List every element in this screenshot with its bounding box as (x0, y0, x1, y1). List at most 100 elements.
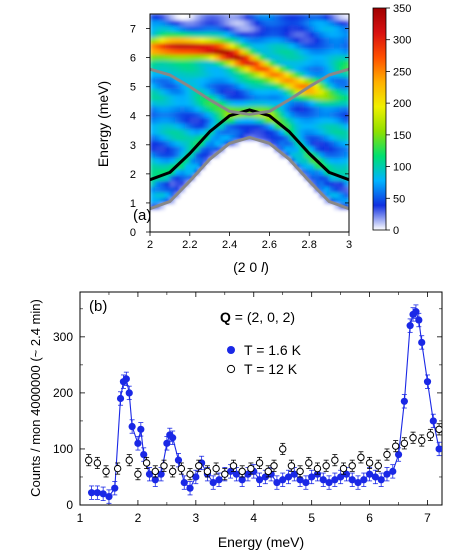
colorbar-tick-label: 50 (393, 193, 405, 205)
heatmap-cell (194, 191, 201, 199)
data-point-1p6K (429, 417, 437, 425)
heatmap-cell (344, 100, 349, 107)
heatmap-cell (339, 140, 345, 147)
heatmap-cell (219, 226, 226, 232)
heatmap-cell (169, 77, 176, 84)
heatmap-cell (194, 31, 201, 38)
heatmap-cell (239, 105, 246, 113)
heatmap-cell (274, 220, 280, 227)
heatmap-cell (309, 117, 315, 124)
data-point-1p6K (389, 467, 397, 475)
heatmap-cell (339, 151, 345, 159)
heatmap-cell (289, 100, 295, 107)
heatmap-cell (199, 77, 206, 84)
heatmap-cell (204, 145, 211, 153)
heatmap-cell (194, 14, 201, 21)
heatmap-cell (194, 94, 201, 101)
heatmap-cell (174, 134, 181, 141)
heatmap-cell (209, 77, 216, 84)
heatmap-cell (154, 186, 161, 193)
heatmap-cell (344, 140, 349, 147)
heatmap-cell (199, 140, 206, 147)
heatmap-cell (234, 180, 241, 187)
heatmap-cell (264, 191, 270, 199)
heatmap-cell (269, 134, 275, 141)
heatmap-cell (229, 180, 236, 187)
data-point-1p6K (145, 470, 154, 478)
heatmap-cell (224, 203, 231, 210)
data-point-1p6K (348, 476, 356, 484)
heatmap-cell (219, 168, 226, 176)
heatmap-cell (199, 123, 206, 130)
heatmap-cell (249, 88, 256, 95)
heatmap-cell (214, 220, 221, 227)
heatmap-cell (274, 174, 280, 181)
heatmap-cell (189, 111, 196, 118)
heatmap-cell (339, 48, 345, 55)
heatmap-cell (244, 14, 251, 21)
heatmap-cell (174, 151, 181, 159)
heatmap-cell (264, 128, 270, 136)
heatmap-cell (219, 77, 226, 84)
heatmap-cell (204, 163, 211, 170)
heatmap-cell (274, 203, 280, 210)
heatmap-cell (274, 209, 280, 216)
heatmap-cell (199, 105, 206, 113)
heatmap-cell (199, 145, 206, 153)
heatmap-cell (259, 220, 266, 227)
heatmap-cell (304, 77, 310, 84)
heatmap-cell (239, 48, 246, 55)
heatmap-cell (299, 48, 305, 55)
heatmap-cell (339, 19, 345, 27)
heatmap-cell (214, 157, 221, 164)
heatmap-cell (159, 82, 166, 90)
heatmap-cell (229, 134, 236, 141)
heatmap-cell (189, 209, 196, 216)
heatmap-cell (264, 117, 270, 124)
heatmap-cell (304, 203, 310, 210)
x-tick-label: 3 (346, 239, 352, 251)
data-point-12K (270, 462, 278, 470)
heatmap-cell (264, 54, 270, 61)
heatmap-cell (274, 71, 280, 78)
heatmap-cell (334, 77, 340, 84)
heatmap-cell (199, 117, 206, 124)
heatmap-cell (174, 19, 181, 27)
data-point-12K (435, 425, 442, 434)
heatmap-cell (234, 19, 241, 27)
heatmap-cell (259, 214, 266, 222)
data-point-1p6K (169, 434, 177, 442)
heatmap-cell (304, 88, 310, 95)
data-point-1p6K (99, 490, 107, 498)
heatmap-cell (309, 65, 315, 72)
heatmap-cell (249, 140, 256, 147)
heatmap-cell (309, 203, 315, 210)
heatmap-cell (319, 100, 325, 107)
heatmap-cell (299, 19, 305, 27)
heatmap-cell (159, 100, 166, 107)
heatmap-cell (234, 42, 241, 50)
data-point-12K (391, 442, 400, 450)
heatmap-cell (274, 123, 280, 130)
heatmap-cell (274, 31, 280, 38)
heatmap-cell (150, 128, 156, 136)
black-dispersion-curve (150, 108, 349, 182)
heatmap-cell (154, 117, 161, 124)
heatmap-cell (259, 128, 266, 136)
heatmap-cell (159, 157, 166, 164)
heatmap-cell (150, 48, 156, 55)
heatmap-cell (284, 77, 290, 84)
heatmap-cell (244, 123, 251, 130)
heatmap-cell (239, 151, 246, 159)
heatmap-cell (150, 59, 156, 67)
heatmap-cell (294, 140, 300, 147)
heatmap-cell (229, 77, 236, 84)
x-tick-label: 2 (147, 239, 153, 251)
gray-dispersion-curve (150, 136, 349, 211)
heatmap-cell (294, 105, 300, 113)
x-tick-label: 2.8 (302, 239, 317, 251)
heatmap-cell (164, 77, 171, 84)
heatmap-cell (259, 36, 266, 44)
heatmap-cell (219, 54, 226, 61)
heatmap-cell (299, 209, 305, 216)
